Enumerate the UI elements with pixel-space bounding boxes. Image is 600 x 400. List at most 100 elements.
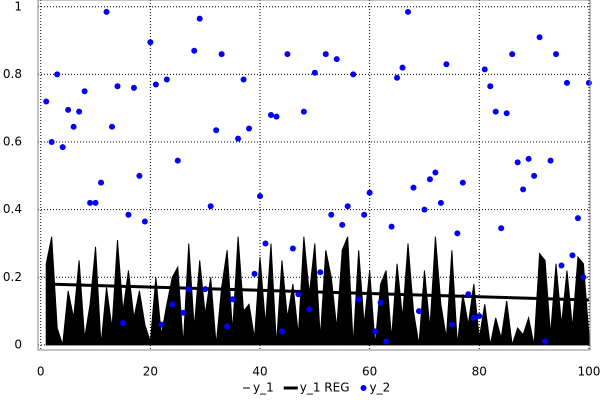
point [81, 88, 88, 95]
point [240, 76, 247, 83]
y-tick-label: 0.4 [3, 202, 22, 216]
legend-label: y_1 [253, 381, 274, 395]
point [174, 157, 181, 164]
point [202, 286, 209, 293]
point [437, 199, 444, 206]
point [213, 127, 220, 134]
x-tick-label: 100 [577, 365, 600, 379]
point [531, 172, 538, 179]
point [224, 323, 231, 330]
point [514, 159, 521, 166]
point [207, 203, 214, 210]
point [415, 308, 422, 315]
point [114, 83, 121, 90]
point [136, 172, 143, 179]
legend-label: y_1 REG [300, 381, 350, 395]
point [454, 230, 461, 237]
point [328, 211, 335, 218]
point [574, 215, 581, 222]
point [388, 223, 395, 230]
point [273, 113, 280, 120]
point [339, 221, 346, 228]
point [558, 262, 565, 269]
point [542, 338, 549, 345]
point [158, 321, 165, 328]
legend-label: y_2 [370, 381, 391, 395]
legend-marker [360, 385, 367, 391]
x-tick-label: 0 [37, 365, 45, 379]
point [432, 169, 439, 176]
area [45, 236, 590, 346]
point [87, 199, 94, 206]
plot-frame [37, 0, 591, 351]
point [470, 314, 477, 321]
point [448, 321, 455, 328]
point [509, 51, 516, 58]
point [48, 139, 55, 146]
point [426, 176, 433, 183]
point [585, 79, 592, 86]
point [487, 83, 494, 90]
point [109, 123, 116, 130]
point [377, 299, 384, 306]
point [394, 74, 401, 81]
point [366, 189, 373, 196]
point [229, 296, 236, 303]
point [317, 269, 324, 276]
point [180, 309, 187, 316]
point [481, 66, 488, 73]
y-tick-label: 0.2 [3, 270, 22, 284]
point [196, 15, 203, 22]
point [569, 252, 576, 259]
point [54, 71, 61, 78]
point [580, 274, 587, 281]
point [185, 286, 192, 293]
regression-line [46, 282, 589, 302]
point [98, 179, 105, 186]
point [547, 157, 554, 164]
point [257, 193, 264, 200]
point [147, 39, 154, 46]
x-tick-label: 20 [143, 365, 158, 379]
point [498, 225, 505, 232]
point [251, 270, 258, 277]
y-tick-label: 1 [14, 0, 22, 13]
point [163, 76, 170, 83]
point [476, 313, 483, 320]
point [103, 8, 110, 15]
point [306, 306, 313, 313]
point [383, 338, 390, 345]
point [465, 291, 472, 298]
y-tick-label: 0 [14, 337, 22, 351]
point [235, 135, 242, 142]
point [262, 240, 269, 247]
point [289, 245, 296, 252]
point [152, 81, 159, 88]
point [421, 206, 428, 213]
point [300, 108, 307, 115]
point [267, 111, 274, 118]
point [76, 108, 83, 115]
point [536, 34, 543, 41]
point [246, 125, 253, 132]
point [70, 123, 77, 130]
point [43, 98, 50, 105]
point [553, 51, 560, 58]
point [443, 61, 450, 68]
point [525, 155, 532, 162]
point [141, 218, 148, 225]
point [125, 211, 132, 218]
point [322, 51, 329, 58]
point [520, 186, 527, 193]
point [350, 71, 357, 78]
point [492, 108, 499, 115]
point [59, 144, 66, 151]
point [344, 203, 351, 210]
point [218, 51, 225, 58]
point [405, 8, 412, 15]
point [284, 51, 291, 58]
point [191, 47, 198, 54]
point [410, 184, 417, 191]
x-tick-label: 80 [472, 365, 487, 379]
